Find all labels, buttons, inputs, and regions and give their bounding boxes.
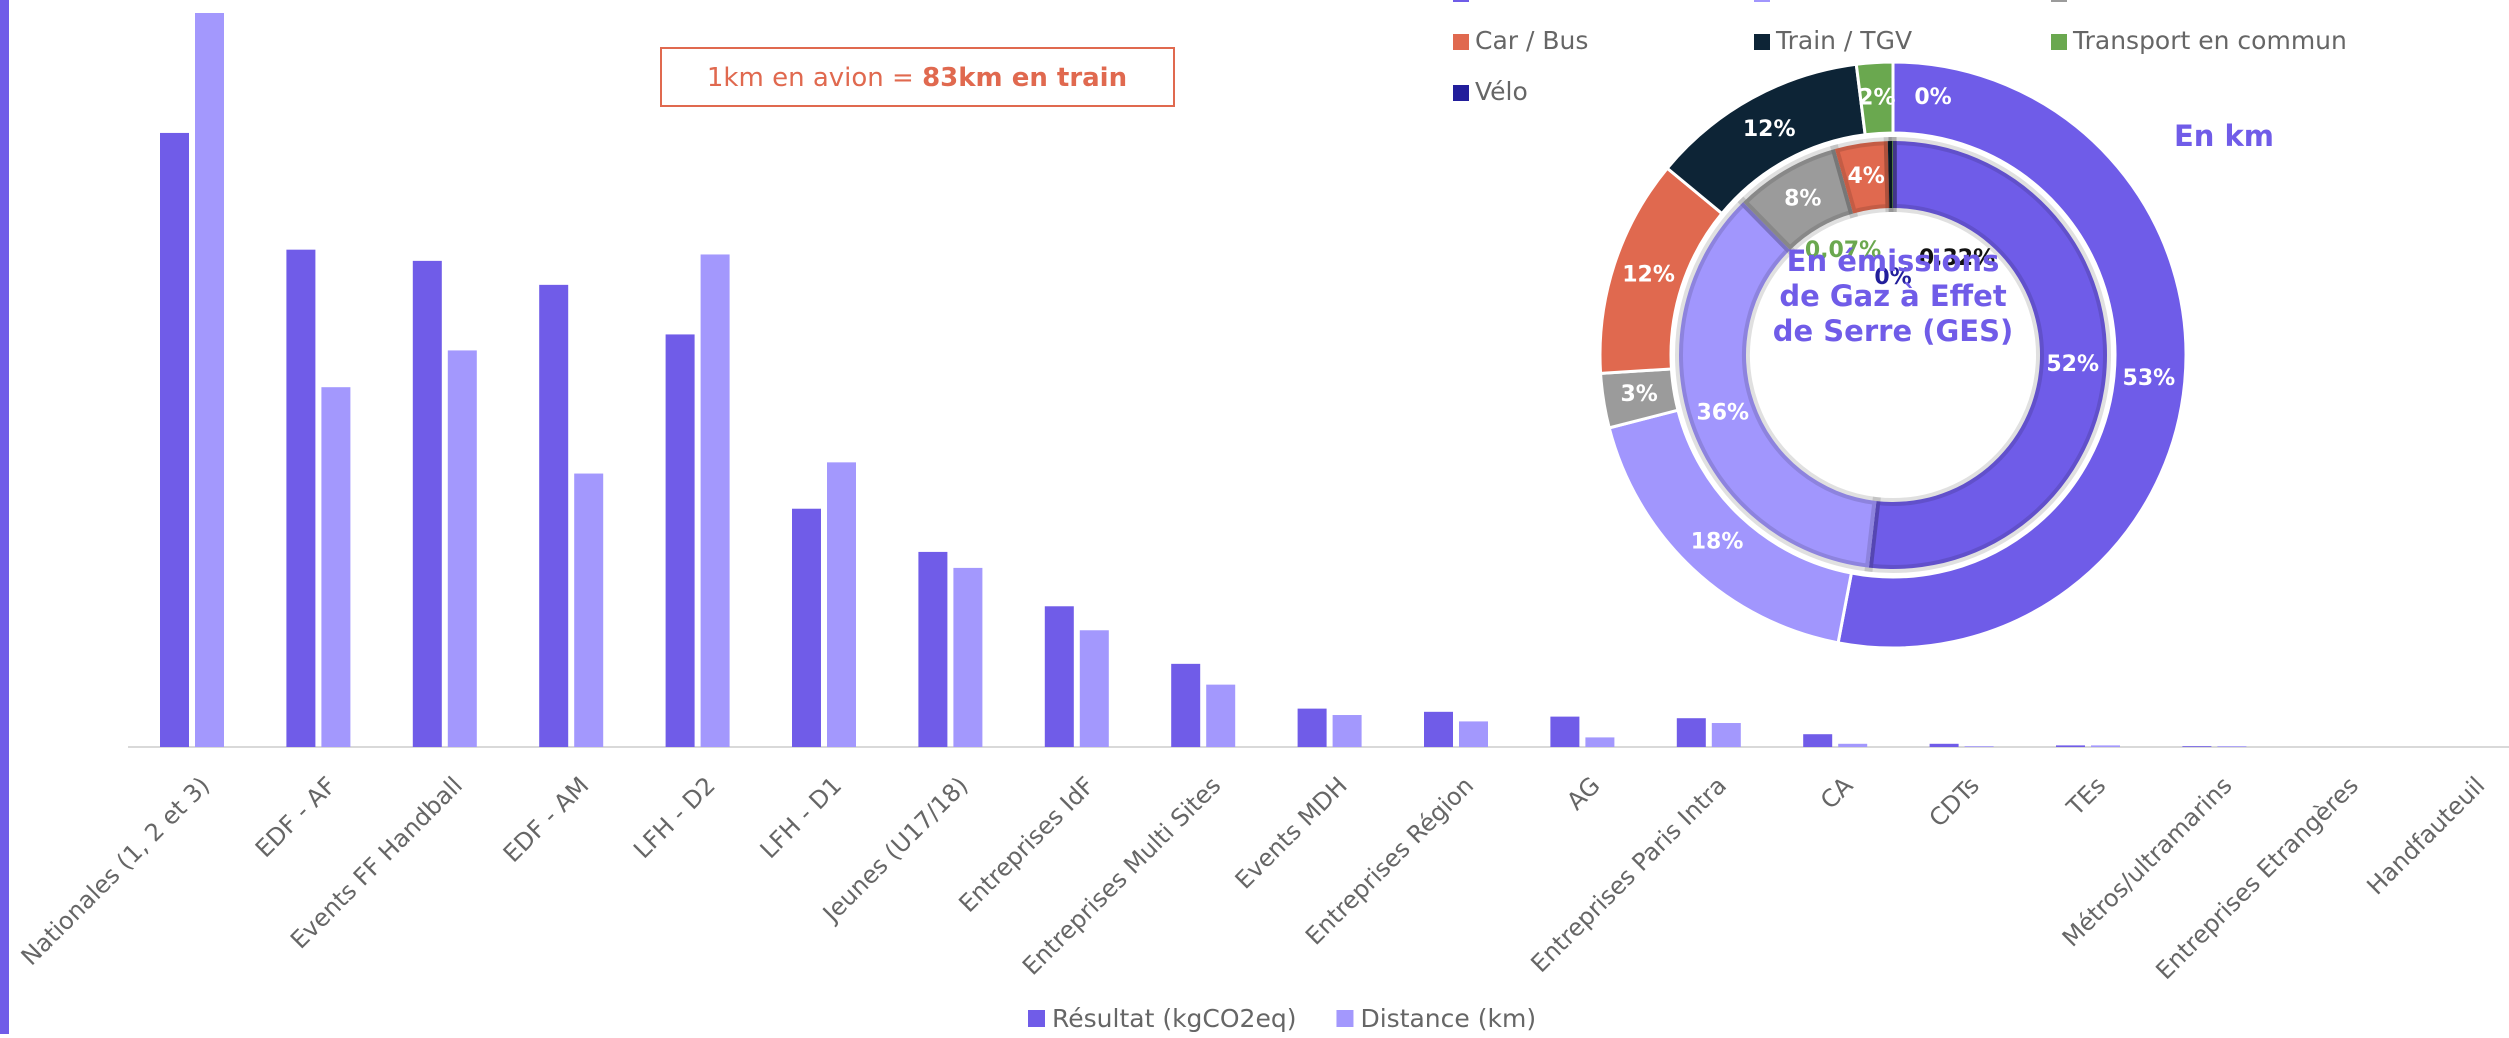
legend-label: Résultat (kgCO2eq) <box>1052 1004 1296 1033</box>
data-label: 8% <box>1784 186 1821 211</box>
bar <box>792 508 821 747</box>
legend-swatch <box>2051 34 2067 50</box>
bar <box>574 473 604 747</box>
bar <box>1044 606 1074 747</box>
bar <box>195 13 224 747</box>
bar <box>286 249 316 747</box>
bar <box>1171 663 1201 747</box>
bar <box>1585 737 1615 747</box>
bar <box>1206 684 1236 747</box>
center-label: En émissions de Gaz à Effet de Serre (GE… <box>1772 244 2014 348</box>
annotation-box <box>660 47 1175 107</box>
data-label: 18% <box>1691 529 1744 554</box>
legend-label: Distance (km) <box>1360 1004 1536 1033</box>
bar <box>1964 746 1994 747</box>
x-tick-label: CA <box>1815 771 1859 815</box>
data-label: 4% <box>1847 164 1884 189</box>
bar <box>1424 711 1453 747</box>
data-label: 53% <box>2123 366 2176 391</box>
donut-slice <box>1888 136 1897 213</box>
bar <box>2056 745 2085 747</box>
data-label: 2% <box>1858 86 1895 111</box>
bar <box>447 350 477 747</box>
data-label: 0,07% <box>1805 238 1881 263</box>
bar <box>918 551 948 747</box>
x-tick-label: CDTs <box>1924 771 1985 832</box>
legend-label: Transport en commun <box>2072 26 2347 55</box>
donut-slice <box>1675 196 1881 573</box>
legend-swatch <box>1754 34 1770 50</box>
bar <box>1550 716 1580 747</box>
side-bar <box>0 0 9 1034</box>
x-tick-label: TEs <box>2061 771 2111 821</box>
bar <box>827 462 856 747</box>
data-label: 3% <box>1620 382 1657 407</box>
x-tick-label: EDF - AM <box>498 771 595 868</box>
bar <box>1803 734 1833 747</box>
center-label-box: En émissions de Gaz à Effet de Serre (GE… <box>1772 244 2014 348</box>
bar <box>1838 743 1868 747</box>
data-label: 0% <box>1914 85 1951 110</box>
x-tick-label: Handfauteuil <box>2361 771 2490 900</box>
legend-swatch <box>1453 34 1469 50</box>
donut-slice <box>1864 136 2112 573</box>
bar <box>321 387 351 747</box>
bar <box>2182 746 2212 747</box>
bar <box>412 260 442 747</box>
bar <box>2217 746 2247 747</box>
x-tick-label: Entreprises Paris Intra <box>1525 771 1732 978</box>
bar <box>2091 745 2120 747</box>
bar <box>1332 715 1362 747</box>
legend-swatch-cut <box>2051 0 2067 2</box>
x-tick-label: Entreprises Etrangères <box>2150 771 2364 985</box>
donut-slice <box>1836 60 2188 650</box>
x-tick-label: Entreprises IdF <box>953 771 1100 918</box>
bar <box>953 567 983 747</box>
bar <box>700 254 730 747</box>
annotation: 1km en avion = 83km en train <box>707 63 1127 93</box>
data-label: 52% <box>2046 352 2099 377</box>
bar <box>1676 718 1706 747</box>
bar <box>1297 708 1327 747</box>
bar <box>160 132 189 748</box>
legend-swatch <box>1336 1010 1354 1027</box>
x-tick-label: EDF - AF <box>250 771 342 863</box>
legend-swatch <box>1028 1010 1045 1027</box>
data-label: 36% <box>1696 401 1749 426</box>
data-label: 0,32% <box>1919 246 1995 271</box>
bar <box>1711 723 1741 747</box>
x-tick-label: LFH - D1 <box>755 771 848 864</box>
bar <box>539 284 569 747</box>
legend-swatch-cut <box>1453 0 1469 2</box>
x-tick-label: LFH - D2 <box>628 771 721 864</box>
data-label: 12% <box>1622 263 1675 288</box>
legend-swatch <box>1453 85 1469 101</box>
legend-label: Vélo <box>1475 77 1528 106</box>
bar <box>1079 630 1109 747</box>
x-tick-label: Events MDH <box>1230 771 1353 894</box>
series-label: En km <box>2174 119 2274 153</box>
data-label: 0% <box>1874 265 1911 290</box>
data-label: 12% <box>1743 117 1796 142</box>
bar <box>665 334 695 747</box>
x-tick-label: AG <box>1561 771 1605 815</box>
legend-label: Car / Bus <box>1475 26 1588 55</box>
bar <box>1459 721 1488 747</box>
annotation-bold: 83km en train <box>922 63 1127 93</box>
x-tick-label: Nationales (1, 2 et 3) <box>16 771 216 971</box>
bar <box>1929 743 1959 747</box>
legend-label: Train / TGV <box>1775 26 1912 55</box>
legend-swatch-cut <box>1754 0 1770 2</box>
annotation-text: 1km en avion = <box>707 63 922 93</box>
